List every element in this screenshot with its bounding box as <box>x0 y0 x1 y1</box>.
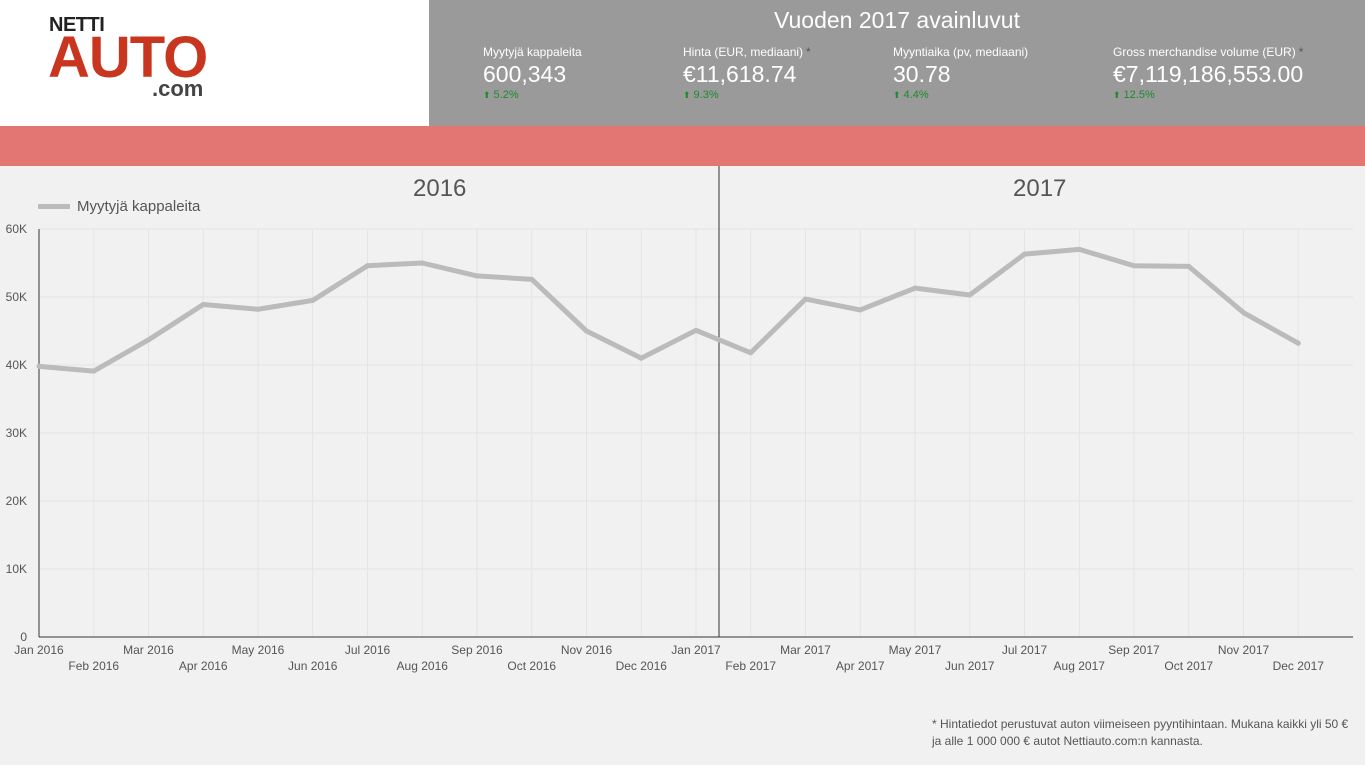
x-tick-label: Jul 2017 <box>1002 643 1048 657</box>
y-tick-label: 40K <box>6 358 27 372</box>
kpi-title: Vuoden 2017 avainluvut <box>774 7 1020 33</box>
kpi-delta: ⬆ 4.4% <box>893 89 929 101</box>
data-point <box>365 263 370 269</box>
logo-com-text: .com <box>152 76 204 101</box>
x-tick-label: Jan 2016 <box>14 643 64 657</box>
kpi-delta: ⬆ 5.2% <box>483 89 519 101</box>
data-point <box>91 368 97 374</box>
series-line <box>36 246 1301 374</box>
nettiauto-logo: NETTI AUTO .com <box>48 14 223 104</box>
year-title-2016: 2016 <box>413 175 467 202</box>
x-tick-label: Oct 2016 <box>507 659 556 673</box>
x-tick-label: Feb 2016 <box>68 659 119 673</box>
kpi-value: 600,343 <box>483 61 567 87</box>
logo-netti-text: NETTI <box>49 14 105 36</box>
data-point <box>803 296 808 302</box>
x-tick-label: Aug 2016 <box>397 659 449 673</box>
x-tick-label: Jul 2016 <box>345 643 391 657</box>
data-point <box>748 350 754 356</box>
arrow-up-icon: ⬆ <box>483 90 491 100</box>
footnote-line-1: * Hintatiedot perustuvat auton viimeisee… <box>932 717 1349 731</box>
kpi-sales-time: Myyntiaika (pv, mediaani) 30.78 ⬆ 4.4% <box>893 45 1031 101</box>
data-point <box>967 292 973 298</box>
data-point <box>857 307 863 313</box>
logo-area: NETTI AUTO .com <box>0 0 429 126</box>
x-tick-label: Feb 2017 <box>725 659 776 673</box>
data-point <box>584 328 589 334</box>
x-tick-label: Jun 2016 <box>288 659 338 673</box>
data-point <box>1186 263 1192 269</box>
x-tick-label: May 2017 <box>889 643 942 657</box>
chart-legend: Myytyjä kappaleita <box>38 198 200 215</box>
kpi-label: Myyntiaika (pv, mediaani) <box>893 45 1029 59</box>
data-point <box>1022 251 1027 257</box>
x-tick-label: Jun 2017 <box>945 659 995 673</box>
x-tick-label: Mar 2017 <box>780 643 831 657</box>
x-tick-label: May 2016 <box>232 643 285 657</box>
data-point <box>912 285 918 291</box>
x-tick-label: Sep 2016 <box>451 643 503 657</box>
kpi-label: Gross merchandise volume (EUR) * <box>1113 45 1304 59</box>
header-band <box>0 126 1365 166</box>
x-tick-label: Mar 2016 <box>123 643 174 657</box>
y-tick-label: 30K <box>6 426 27 440</box>
y-tick-label: 10K <box>6 562 27 576</box>
x-tick-label: Apr 2016 <box>179 659 228 673</box>
arrow-up-icon: ⬆ <box>683 90 691 100</box>
x-tick-label: Dec 2017 <box>1273 659 1325 673</box>
x-tick-label: Sep 2017 <box>1108 643 1160 657</box>
y-tick-label: 20K <box>6 494 27 508</box>
kpi-value: 30.78 <box>893 61 951 87</box>
arrow-up-icon: ⬆ <box>1113 90 1121 100</box>
y-tick-label: 50K <box>6 290 27 304</box>
arrow-up-icon: ⬆ <box>893 90 901 100</box>
y-tick-label: 60K <box>6 222 27 236</box>
x-tick-label: Aug 2017 <box>1054 659 1106 673</box>
footnote-line-2: ja alle 1 000 000 € autot Nettiauto.com:… <box>932 734 1203 748</box>
kpi-delta: ⬆ 9.3% <box>683 89 719 101</box>
data-point <box>1295 340 1301 346</box>
kpi-gmv: Gross merchandise volume (EUR) * €7,119,1… <box>1113 45 1303 101</box>
x-tick-label: Dec 2016 <box>616 659 668 673</box>
kpi-label: Hinta (EUR, mediaani) * <box>683 45 811 59</box>
footnote: * Hintatiedot perustuvat auton viimeisee… <box>932 716 1348 750</box>
x-tick-label: Oct 2017 <box>1164 659 1213 673</box>
kpi-panel: Vuoden 2017 avainluvut Myytyjä kappaleit… <box>429 0 1365 126</box>
data-point <box>200 301 206 307</box>
kpi-label: Myytyjä kappaleita <box>483 45 582 59</box>
x-tick-label: Apr 2017 <box>836 659 885 673</box>
data-point <box>529 276 535 282</box>
data-point <box>474 273 480 279</box>
x-tick-label: Nov 2017 <box>1218 643 1270 657</box>
year-title-2017: 2017 <box>1013 175 1067 202</box>
kpi-price: Hinta (EUR, mediaani) * €11,618.74 ⬆ 9.3% <box>683 45 811 101</box>
data-point <box>255 306 261 312</box>
kpi-delta: ⬆ 12.5% <box>1113 89 1155 101</box>
data-point <box>1241 310 1246 316</box>
data-point <box>419 260 425 266</box>
data-point <box>638 355 644 361</box>
logo-auto-text: AUTO <box>48 25 208 90</box>
data-point <box>1076 246 1082 252</box>
data-point <box>310 297 316 303</box>
kpi-value: €7,119,186,553.00 <box>1113 61 1304 87</box>
data-point <box>1131 263 1137 269</box>
legend-label: Myytyjä kappaleita <box>77 198 201 215</box>
x-tick-label: Jan 2017 <box>671 643 721 657</box>
y-tick-label: 0 <box>20 630 27 644</box>
data-point <box>693 327 699 333</box>
x-tick-label: Nov 2016 <box>561 643 613 657</box>
kpi-sold-units: Myytyjä kappaleita 600,343 ⬆ 5.2% <box>483 45 585 101</box>
data-point <box>146 337 151 343</box>
data-point <box>36 363 42 369</box>
legend-swatch <box>38 204 70 209</box>
kpi-value: €11,618.74 <box>683 61 797 87</box>
